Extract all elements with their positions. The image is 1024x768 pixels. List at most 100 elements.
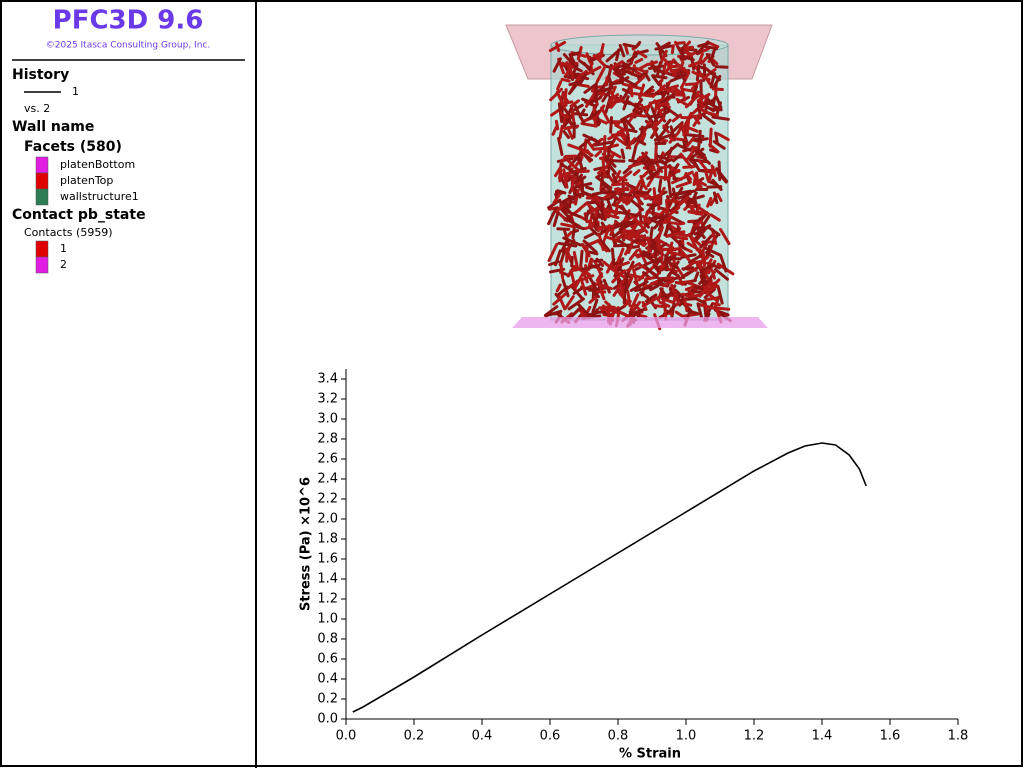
particle	[600, 183, 608, 193]
particle	[593, 140, 614, 147]
particle	[596, 224, 615, 230]
legend-heading: Wall name	[12, 119, 94, 135]
particle	[591, 190, 605, 196]
particle	[599, 284, 605, 295]
particle	[624, 45, 630, 55]
particle	[574, 188, 580, 206]
particle	[706, 292, 719, 302]
particle	[633, 312, 648, 319]
particle	[569, 268, 579, 273]
particle	[618, 43, 626, 58]
particle	[665, 224, 677, 236]
particle	[613, 220, 631, 230]
particle	[559, 195, 574, 205]
particle	[709, 72, 717, 89]
particle	[665, 199, 670, 215]
particle	[671, 235, 687, 251]
particle	[595, 257, 605, 268]
particle	[622, 120, 628, 131]
particle	[556, 285, 569, 297]
particle	[702, 114, 716, 125]
particle	[609, 116, 614, 134]
particle	[699, 215, 711, 230]
particle	[676, 123, 684, 135]
particle	[557, 241, 578, 248]
particle	[659, 49, 668, 65]
particle	[647, 159, 664, 166]
particle	[626, 100, 643, 111]
particle	[648, 284, 660, 292]
legend-subheading: Facets (580)	[24, 139, 122, 155]
particle	[635, 193, 646, 198]
particle	[674, 288, 685, 300]
particle	[574, 173, 583, 185]
particle	[592, 216, 600, 228]
legend-entry: 1	[72, 85, 79, 98]
particle	[667, 178, 673, 199]
particle	[678, 271, 690, 281]
legend-swatch	[35, 172, 49, 190]
particle	[702, 110, 719, 117]
particle	[690, 79, 701, 91]
particle	[680, 43, 687, 53]
particle	[638, 124, 653, 131]
particle	[656, 125, 670, 141]
particle	[621, 229, 633, 233]
particle	[557, 293, 567, 311]
particle	[583, 153, 594, 162]
particle	[610, 247, 616, 266]
particle	[585, 52, 592, 64]
particle	[661, 279, 675, 288]
particle	[712, 191, 719, 205]
particle	[661, 104, 680, 118]
particle	[684, 146, 698, 163]
legend-entry: platenBottom	[60, 158, 135, 171]
particle	[616, 261, 630, 268]
particle	[706, 40, 720, 49]
particle	[654, 143, 658, 163]
particle	[655, 61, 662, 77]
particle	[711, 96, 717, 106]
particle	[636, 151, 649, 162]
particle	[618, 220, 633, 231]
particle	[568, 79, 583, 87]
legend-entry: 2	[60, 258, 67, 271]
particle	[561, 200, 572, 214]
particle	[650, 238, 655, 250]
particle	[684, 46, 691, 59]
particle	[632, 169, 641, 177]
particle	[597, 282, 613, 291]
particle	[714, 65, 729, 69]
particle	[650, 218, 664, 227]
particle	[711, 115, 730, 121]
particle	[677, 195, 690, 208]
particle	[634, 285, 653, 293]
particle	[645, 293, 658, 303]
particle	[611, 172, 618, 183]
particle	[568, 306, 582, 320]
particle	[573, 74, 590, 81]
legend-swatch	[35, 156, 49, 174]
particle	[670, 270, 680, 278]
particle	[563, 295, 575, 311]
legend-swatch	[35, 256, 49, 274]
particle	[580, 177, 585, 198]
particle	[615, 186, 629, 195]
particle	[610, 80, 624, 86]
particle	[681, 266, 695, 271]
particle	[584, 209, 590, 221]
particle	[622, 77, 638, 88]
particle	[672, 68, 679, 78]
particle	[680, 85, 687, 102]
particle	[572, 112, 589, 117]
particle	[580, 280, 588, 296]
y-tick-label: 1.2	[317, 592, 338, 607]
particle	[704, 251, 715, 258]
particle	[609, 93, 620, 102]
particle	[713, 295, 721, 310]
particle	[586, 139, 596, 151]
particle	[578, 59, 592, 71]
particle	[697, 205, 711, 216]
particle	[711, 74, 722, 90]
particle	[651, 74, 661, 87]
